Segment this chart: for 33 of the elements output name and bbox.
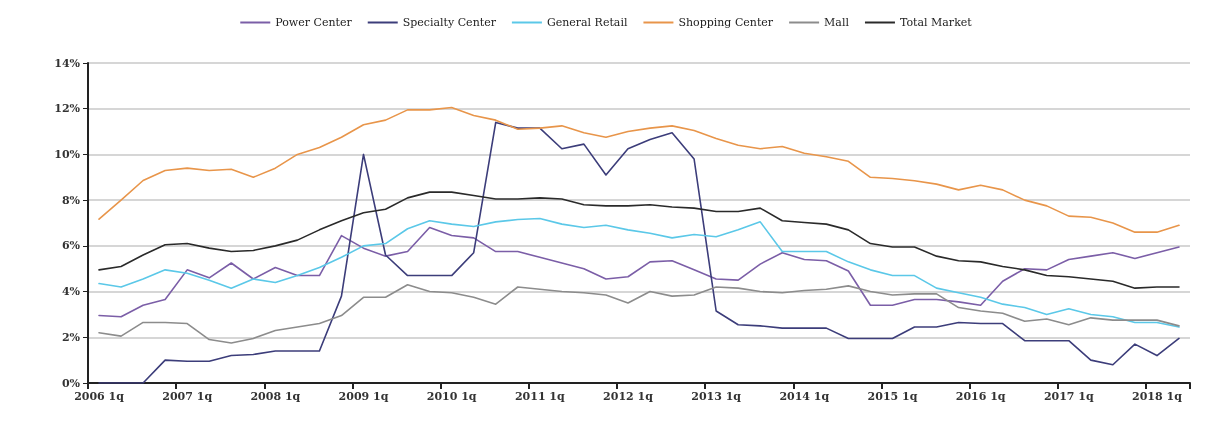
legend-label: Total Market xyxy=(899,16,973,29)
x-tick-label: 2018 1q xyxy=(1132,390,1183,403)
y-tick-label: 6% xyxy=(61,239,81,253)
x-tick-label: 2010 1q xyxy=(426,390,477,403)
y-tick-label: 14% xyxy=(54,56,81,70)
y-tick-label: 0% xyxy=(61,376,81,390)
x-tick-label: 2011 1q xyxy=(514,390,566,403)
x-tick-label: 2017 1q xyxy=(1043,390,1094,403)
x-tick-label: 2013 1q xyxy=(691,390,742,403)
x-tick-label: 2009 1q xyxy=(338,390,389,403)
x-tick-label: 2008 1q xyxy=(250,390,301,403)
legend-label: Shopping Center xyxy=(678,16,774,29)
y-tick-label: 2% xyxy=(61,330,81,344)
line-series xyxy=(98,226,1180,318)
legend-label: General Retail xyxy=(546,16,628,29)
line-series xyxy=(98,283,1180,344)
x-tick-label: 2012 1q xyxy=(603,390,654,403)
line-series xyxy=(98,121,1180,384)
line-series xyxy=(98,191,1180,289)
legend-label: Mall xyxy=(824,16,850,29)
x-tick-label: 2016 1q xyxy=(955,390,1006,403)
x-tick-label: 2014 1q xyxy=(779,390,830,403)
x-tick-label: 2007 1q xyxy=(162,390,213,403)
line-series xyxy=(98,106,1180,233)
legend-label: Specialty Center xyxy=(402,16,497,29)
x-tick-label: 2006 1q xyxy=(74,390,125,403)
legend-label: Power Center xyxy=(275,16,353,29)
y-tick-label: 4% xyxy=(61,285,81,299)
y-tick-label: 8% xyxy=(61,193,81,207)
y-tick-label: 10% xyxy=(54,147,81,161)
line-series xyxy=(98,217,1180,328)
x-tick-label: 2015 1q xyxy=(867,390,918,403)
y-tick-label: 12% xyxy=(54,102,81,116)
